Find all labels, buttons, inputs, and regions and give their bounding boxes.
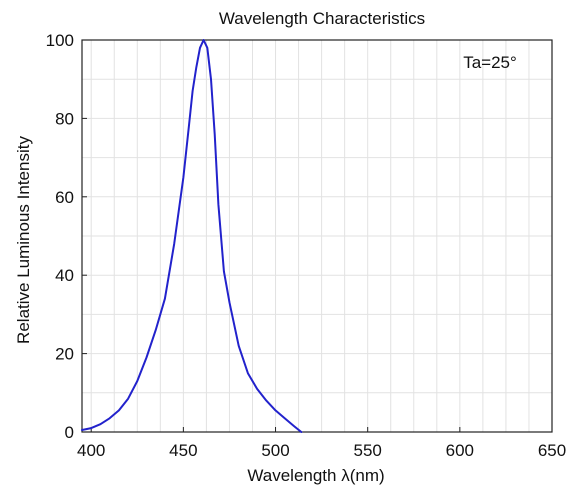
y-tick-label: 0 [65, 423, 74, 442]
temperature-annotation: Ta=25° [463, 53, 517, 72]
axes [81, 39, 553, 433]
y-axis-label: Relative Luminous Intensity [14, 136, 33, 344]
chart-title: Wavelength Characteristics [219, 9, 425, 28]
y-tick-label: 20 [55, 345, 74, 364]
x-tick-label: 500 [261, 441, 289, 460]
x-tick-label: 450 [169, 441, 197, 460]
series-layer [81, 39, 303, 433]
plot-frame [81, 39, 553, 433]
grid [82, 40, 553, 432]
y-tick-label: 100 [46, 31, 74, 50]
x-axis-label: Wavelength λ(nm) [247, 466, 384, 485]
x-tick-label: 600 [446, 441, 474, 460]
y-tick-label: 80 [55, 109, 74, 128]
x-tick-label: 650 [538, 441, 566, 460]
y-tick-label: 40 [55, 266, 74, 285]
x-tick-label: 550 [353, 441, 381, 460]
spectrum-curve [81, 39, 303, 433]
y-tick-label: 60 [55, 188, 74, 207]
x-tick-label: 400 [77, 441, 105, 460]
tick-labels: 400 450 500 550 600 650 0 20 40 60 80 100 [46, 31, 567, 460]
